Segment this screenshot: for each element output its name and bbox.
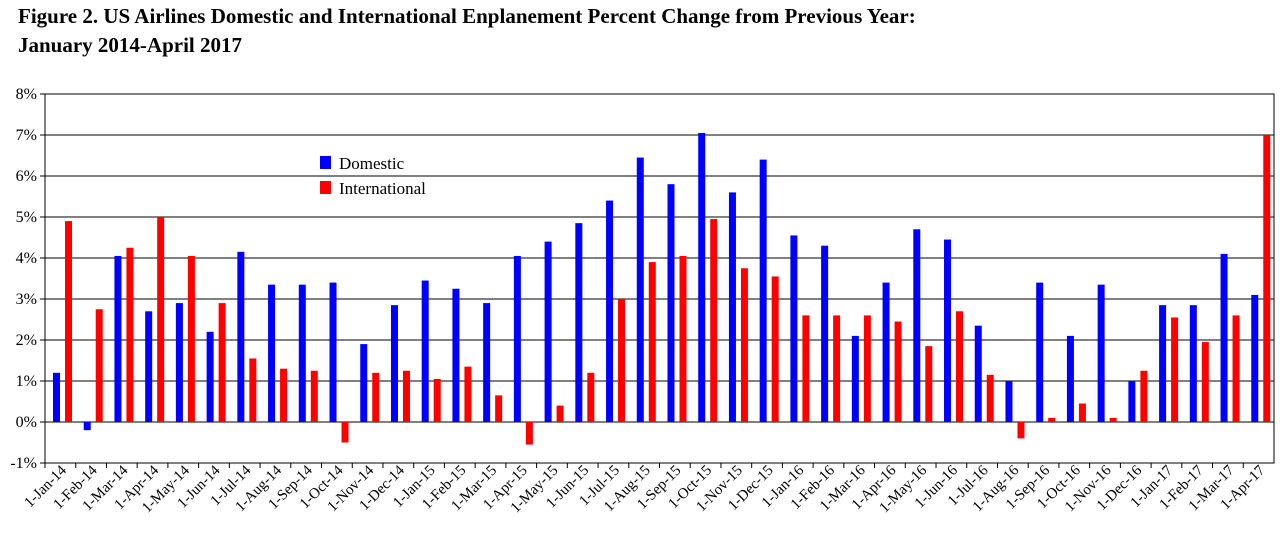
international-bar <box>710 219 718 422</box>
international-bar <box>1201 342 1209 422</box>
domestic-bar <box>728 192 736 422</box>
domestic-bar <box>544 241 552 422</box>
chart-title-line-2: January 2014-April 2017 <box>18 33 243 57</box>
international-bar <box>1017 422 1025 439</box>
international-bar <box>1048 417 1056 422</box>
y-tick-label: 7% <box>16 127 37 144</box>
domestic-bar <box>851 335 859 422</box>
domestic-bar <box>1005 381 1013 422</box>
international-bar <box>986 374 994 422</box>
y-tick-label: 1% <box>16 373 37 390</box>
domestic-bar <box>944 239 952 422</box>
international-bar <box>310 370 318 422</box>
legend-swatch-international <box>320 181 331 194</box>
domestic-bar <box>114 255 122 422</box>
international-bar <box>372 372 380 422</box>
domestic-bar <box>206 331 214 422</box>
international-bar <box>956 311 964 422</box>
international-bar <box>618 299 626 422</box>
domestic-bar <box>83 422 91 431</box>
y-tick-label: 6% <box>16 168 37 185</box>
legend-swatch-domestic <box>320 156 331 169</box>
domestic-bar <box>636 157 644 423</box>
international-bar <box>771 276 779 422</box>
international-bar <box>802 315 810 422</box>
domestic-bar <box>1220 253 1228 422</box>
international-bar <box>863 315 871 422</box>
y-tick-label: 2% <box>16 332 37 349</box>
international-bar <box>556 405 564 422</box>
international-bar <box>679 255 687 422</box>
international-bar <box>95 309 103 422</box>
y-tick-label: 5% <box>16 209 37 226</box>
international-bar <box>740 268 748 422</box>
domestic-bar <box>53 372 60 422</box>
y-tick-label: 8% <box>16 86 37 103</box>
domestic-bar <box>759 159 767 422</box>
domestic-bar <box>145 311 153 422</box>
international-bar <box>433 378 441 422</box>
international-bar <box>587 372 595 422</box>
international-bar <box>525 422 533 445</box>
international-bar <box>464 366 472 422</box>
international-bar <box>1140 370 1148 422</box>
international-bar <box>249 358 257 422</box>
international-bar <box>126 247 134 422</box>
international-bar <box>187 255 195 422</box>
domestic-bar <box>606 200 614 422</box>
domestic-bar <box>237 251 245 422</box>
domestic-bar <box>268 284 276 422</box>
y-tick-label: 4% <box>16 250 37 267</box>
plot-area <box>44 93 1275 464</box>
domestic-bar <box>175 303 183 422</box>
chart-title-line-1: Figure 2. US Airlines Domestic and Inter… <box>18 4 916 28</box>
domestic-bar <box>513 255 521 422</box>
domestic-bar <box>1097 284 1105 422</box>
domestic-bar <box>1066 335 1074 422</box>
domestic-bar <box>821 245 829 422</box>
international-bar <box>157 217 165 422</box>
international-bar <box>894 321 902 422</box>
domestic-bar <box>1036 282 1044 422</box>
international-bar <box>925 346 933 422</box>
international-bar <box>402 370 410 422</box>
domestic-bar <box>1159 305 1167 422</box>
y-tick-label: -1% <box>10 455 37 472</box>
domestic-bar <box>298 284 306 422</box>
domestic-bar <box>1251 294 1259 422</box>
domestic-bar <box>452 288 460 422</box>
domestic-bar <box>360 344 368 422</box>
domestic-bar <box>329 282 337 422</box>
legend-label-international: International <box>339 179 426 198</box>
international-bar <box>1078 403 1086 422</box>
international-bar <box>833 315 841 422</box>
chart-title: Figure 2. US Airlines Domestic and Inter… <box>18 2 1258 60</box>
domestic-bar <box>667 184 675 422</box>
domestic-bar <box>421 280 429 422</box>
domestic-bar <box>974 325 982 422</box>
international-bar <box>65 221 72 422</box>
domestic-bar <box>483 303 491 422</box>
international-bar <box>495 395 503 422</box>
y-tick-label: 3% <box>16 291 37 308</box>
international-bar <box>218 303 226 422</box>
international-bar <box>341 422 349 443</box>
international-bar <box>1263 135 1271 422</box>
domestic-bar <box>390 305 398 422</box>
international-bar <box>1109 417 1117 422</box>
domestic-bar <box>1189 305 1197 422</box>
domestic-bar <box>882 282 890 422</box>
y-tick-label: 0% <box>16 414 37 431</box>
international-bar <box>1171 317 1179 422</box>
domestic-bar <box>698 132 706 422</box>
legend-label-domestic: Domestic <box>339 154 405 173</box>
international-bar <box>280 368 288 422</box>
international-bar <box>648 262 656 422</box>
domestic-bar <box>575 223 583 422</box>
domestic-bar <box>1128 381 1136 422</box>
international-bar <box>1232 315 1240 422</box>
domestic-bar <box>790 235 798 422</box>
domestic-bar <box>913 229 921 422</box>
